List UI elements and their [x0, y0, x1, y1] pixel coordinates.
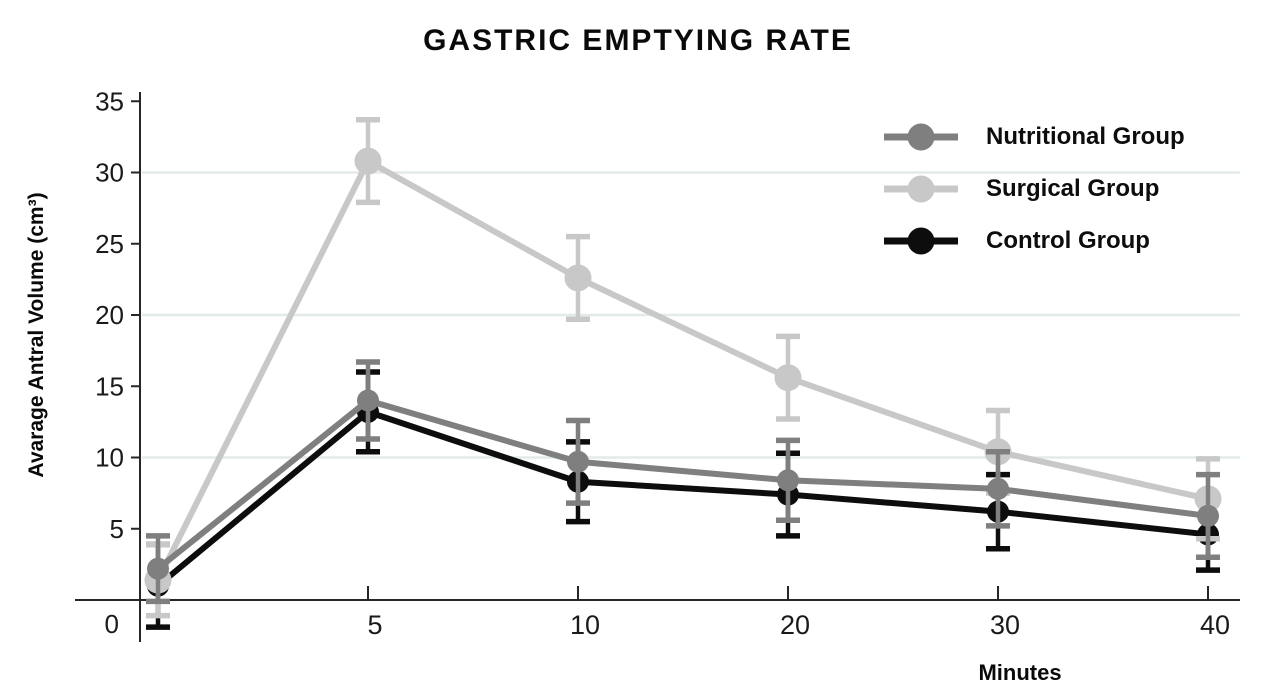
chart-title: GASTRIC EMPTYING RATE	[423, 24, 853, 57]
x-tick-label-30: 30	[990, 610, 1020, 640]
y-tick-label-30: 30	[95, 158, 124, 188]
legend: Nutritional Group Surgical Group Control…	[882, 118, 1185, 260]
legend-item-nutritional: Nutritional Group	[882, 118, 1185, 156]
series-line	[155, 397, 1211, 572]
data-point-marker	[354, 147, 382, 175]
x-axis-title: Minutes	[978, 660, 1062, 685]
legend-label-surgical: Surgical Group	[986, 175, 1160, 202]
y-tick-label-35: 35	[95, 86, 124, 116]
y-tick-label-25: 25	[95, 229, 124, 259]
x-tick-label-20: 20	[780, 610, 810, 640]
data-point-marker	[774, 364, 802, 392]
y-tick-label-20: 20	[95, 300, 124, 330]
legend-item-surgical: Surgical Group	[882, 170, 1185, 208]
data-point-marker	[147, 557, 169, 580]
y-tick-label-15: 15	[95, 371, 124, 401]
y-axis-title: Avarage Antral Volume (cm³)	[25, 192, 48, 478]
y-tick-label-5: 5	[110, 514, 124, 544]
x-tick-label-10: 10	[570, 610, 600, 640]
series-line	[155, 158, 1211, 584]
series-nutritional-group	[146, 359, 1220, 605]
legend-marker-surgical-icon	[884, 175, 958, 203]
legend-item-control: Control Group	[882, 222, 1185, 260]
data-point-marker	[987, 477, 1009, 500]
data-point-marker	[1197, 504, 1219, 527]
legend-label-control: Control Group	[986, 227, 1150, 254]
series-line	[155, 408, 1211, 589]
data-point-marker	[567, 450, 589, 473]
data-point-marker	[357, 389, 379, 412]
data-point-marker	[777, 469, 799, 492]
y-tick-label-10: 10	[95, 443, 124, 473]
y-tick-label-0: 0	[105, 609, 119, 639]
legend-label-nutritional: Nutritional Group	[986, 123, 1185, 150]
legend-marker-control-icon	[884, 227, 958, 255]
legend-marker-nutritional-icon	[884, 123, 958, 151]
data-point-marker	[564, 264, 592, 292]
x-tick-label-40: 40	[1200, 610, 1230, 640]
x-tick-label-5: 5	[367, 610, 382, 640]
